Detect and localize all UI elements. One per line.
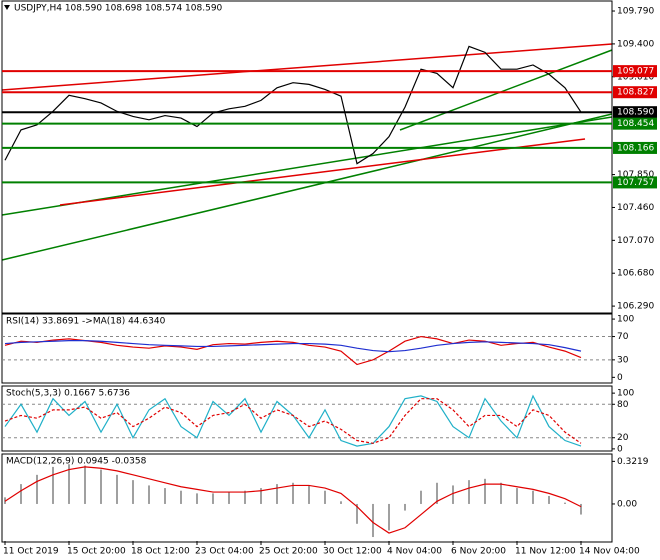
- panel-frame: [1, 453, 613, 543]
- bar: [580, 503, 582, 515]
- bar: [36, 474, 38, 504]
- bar: [436, 482, 438, 504]
- y-tick-label: 109.400: [617, 39, 654, 49]
- bar: [20, 484, 22, 504]
- bar: [372, 503, 374, 538]
- level-label: 108.590: [617, 108, 654, 118]
- panel-frame: [1, 385, 613, 452]
- y-tick-label: 70: [617, 332, 629, 342]
- bar: [484, 478, 486, 504]
- bar: [116, 474, 118, 504]
- y-tick-label: 80: [617, 400, 629, 410]
- x-tick-label: 14 Nov 04:00: [579, 547, 640, 557]
- x-tick-label: 25 Oct 20:00: [259, 547, 318, 557]
- level-label: 108.166: [617, 143, 654, 153]
- bar: [68, 464, 70, 504]
- level-box: [613, 106, 657, 119]
- x-tick-label: 4 Nov 04:00: [387, 547, 442, 557]
- panel-frame: [1, 313, 613, 384]
- panel-frame: [1, 0, 613, 314]
- panel-title: Stoch(5,3,3) 0.1667 5.6736: [6, 389, 130, 399]
- bar: [180, 490, 182, 504]
- level-box: [613, 86, 657, 99]
- bar: [84, 465, 86, 504]
- series-line: [4, 398, 582, 444]
- bar: [564, 502, 566, 504]
- bar: [132, 480, 134, 504]
- level-box: [613, 117, 657, 130]
- y-tick-label: 100: [617, 389, 634, 399]
- bar: [420, 490, 422, 504]
- y-tick-label: 0.3219: [617, 457, 649, 467]
- bar: [244, 490, 246, 504]
- panel-title: MACD(12,26,9) 0.0945 -0.0358: [6, 457, 147, 467]
- series-line: [4, 340, 582, 353]
- y-tick-label: 0.00: [617, 499, 637, 509]
- x-tick-label: 11 Nov 12:00: [515, 547, 576, 557]
- y-tick-label: 107.070: [617, 236, 654, 246]
- level-label: 108.454: [617, 119, 654, 129]
- y-tick-label: 107.850: [617, 170, 654, 180]
- bar: [260, 488, 262, 504]
- x-tick-label: 6 Nov 20:00: [451, 547, 506, 557]
- bar: [148, 485, 150, 504]
- bar: [308, 485, 310, 504]
- y-tick-label: 100: [617, 315, 634, 325]
- bar: [340, 501, 342, 504]
- level-box: [613, 176, 657, 189]
- y-tick-label: 107.460: [617, 203, 654, 213]
- bar: [196, 493, 198, 504]
- series-line: [4, 45, 582, 165]
- level-label: 108.827: [617, 88, 654, 98]
- x-tick-label: 15 Oct 20:00: [67, 547, 126, 557]
- level-label: 109.077: [617, 67, 654, 77]
- bar: [212, 493, 214, 504]
- x-tick-label: 18 Oct 12:00: [131, 547, 190, 557]
- bar: [532, 490, 534, 504]
- bar: [292, 482, 294, 504]
- bar: [324, 490, 326, 504]
- bar: [228, 492, 230, 504]
- bar: [100, 469, 102, 504]
- bar: [164, 488, 166, 504]
- series-line: [4, 466, 582, 534]
- panel-title: RSI(14) 33.8691 ->MA(18) 44.6340: [6, 317, 166, 327]
- bar: [452, 485, 454, 504]
- y-tick-label: 106.290: [617, 302, 654, 312]
- y-tick-label: 109.790: [617, 7, 654, 17]
- y-tick-label: 0: [617, 444, 623, 454]
- title-marker: [4, 5, 10, 10]
- y-tick-label: 0: [617, 373, 623, 383]
- y-tick-label: 20: [617, 433, 629, 443]
- chart-title: USDJPY,H4 108.590 108.698 108.574 108.59…: [14, 4, 223, 14]
- level-label: 107.757: [617, 178, 654, 188]
- y-tick-label: 109.010: [617, 72, 654, 82]
- y-tick-label: 30: [617, 355, 629, 365]
- x-tick-label: 23 Oct 04:00: [195, 547, 254, 557]
- bar: [404, 503, 406, 511]
- y-tick-label: 106.680: [617, 269, 654, 279]
- level-box: [613, 141, 657, 154]
- bar: [500, 482, 502, 504]
- bar: [356, 503, 358, 524]
- level-box: [613, 65, 657, 78]
- x-tick-label: 11 Oct 2019: [3, 547, 59, 557]
- bar: [388, 503, 390, 531]
- trend-lines: [1, 43, 613, 261]
- x-tick-label: 30 Oct 12:00: [323, 547, 382, 557]
- bar: [548, 496, 550, 504]
- bar: [52, 466, 54, 504]
- bar: [276, 484, 278, 504]
- bar: [468, 480, 470, 504]
- bar: [516, 488, 518, 504]
